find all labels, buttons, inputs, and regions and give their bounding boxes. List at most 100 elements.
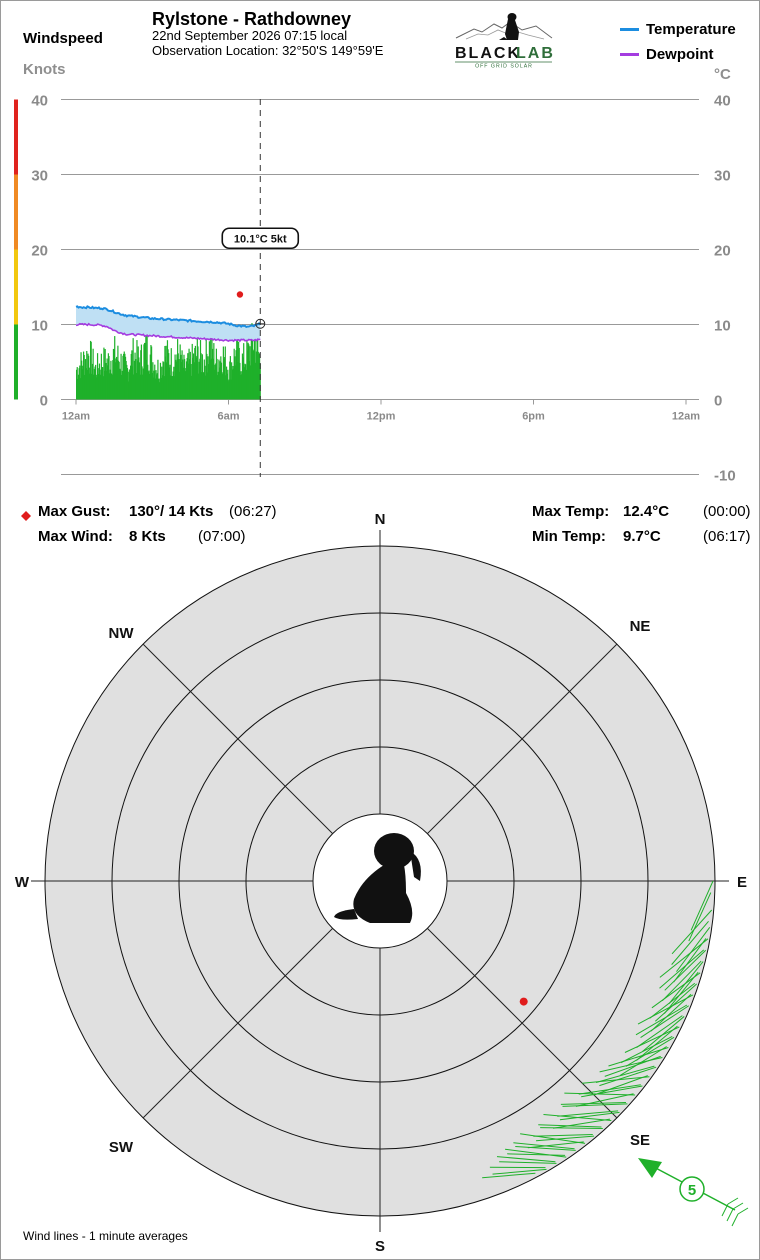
wind-bar (247, 342, 249, 400)
max-temp-label: Max Temp: (532, 503, 610, 520)
wind-bar (180, 362, 183, 400)
wind-bar (106, 358, 108, 400)
wind-bar (245, 364, 247, 400)
wind-bar (97, 368, 99, 400)
wind-bar (211, 333, 213, 400)
logo-tagline: OFF GRID SOLAR (475, 64, 533, 70)
wind-bar (211, 348, 214, 400)
wind-bar (128, 369, 130, 400)
wind-line (595, 1065, 655, 1083)
wind-bar (162, 361, 164, 400)
wind-bar (220, 362, 223, 400)
wind-line (661, 960, 702, 1002)
wind-line (620, 1035, 673, 1064)
arrow-head (638, 1158, 662, 1178)
wind-bar (159, 362, 162, 400)
wind-line (533, 1134, 593, 1137)
wind-bar (90, 341, 92, 400)
wind-bar (160, 377, 162, 400)
wind-bar (180, 354, 182, 400)
wind-line (536, 1135, 595, 1142)
wind-bar (218, 359, 220, 400)
wind-bar (171, 376, 173, 400)
right-axis-tick: 0 (714, 393, 722, 410)
wind-bar (134, 352, 136, 400)
wind-bar (119, 368, 121, 400)
celsius-axis-label: °C (714, 66, 731, 83)
wind-bar (217, 375, 219, 400)
wind-bar (238, 341, 240, 400)
wind-bar (117, 345, 119, 400)
temp-dew-band (76, 306, 261, 341)
wind-bar (243, 343, 245, 400)
wind-bar (151, 372, 153, 400)
wind-bar (170, 375, 172, 400)
wind-bar (236, 339, 238, 400)
wind-bar (158, 378, 160, 400)
wind-line (562, 1103, 628, 1107)
right-axis-tick: -10 (714, 468, 736, 485)
wind-bar (250, 337, 252, 400)
current-temp-marker (255, 318, 266, 329)
wind-bar (96, 377, 98, 400)
wind-bar (107, 365, 109, 400)
wind-line (564, 1092, 636, 1096)
wind-line (520, 1133, 586, 1144)
wind-bar (206, 353, 208, 400)
wind-bar (124, 353, 126, 400)
wind-line (482, 1172, 536, 1179)
wind-bar (130, 353, 132, 400)
wind-bar (147, 371, 150, 400)
blacklab-logo: BLACK LAB OFF GRID SOLAR (455, 13, 553, 70)
wind-bar (141, 366, 143, 400)
windspeed-scale-segment (14, 174, 18, 250)
wind-bar (193, 362, 195, 400)
wind-bar (159, 382, 161, 400)
wind-bar (93, 374, 95, 400)
wind-bar (131, 366, 134, 400)
wind-bar (249, 346, 251, 400)
wind-line (499, 1161, 557, 1164)
wind-bar (214, 364, 216, 400)
wind-bar (246, 350, 249, 400)
wind-bar (231, 369, 233, 400)
wind-bar (111, 374, 113, 400)
left-axis-tick: 20 (31, 243, 48, 260)
date-line: 22nd September 2026 07:15 local (152, 28, 348, 43)
x-axis-tick-label: 6pm (522, 411, 545, 423)
wind-bar (114, 336, 116, 400)
wind-bar (133, 360, 136, 400)
wind-bar (203, 372, 205, 400)
wind-bar (145, 331, 147, 400)
wind-bar (192, 357, 194, 400)
wind-bar (240, 371, 242, 400)
wind-bar (96, 353, 99, 400)
wind-bar (239, 362, 241, 400)
wind-bar (201, 372, 203, 400)
wind-bar (105, 370, 108, 400)
dog-tail (334, 909, 358, 920)
current-speed-value: 5 (688, 1182, 696, 1199)
wind-bar (259, 363, 261, 400)
wind-bar (92, 348, 94, 400)
wind-bar (102, 376, 104, 400)
wind-line (619, 1046, 667, 1076)
wind-line (664, 949, 707, 991)
wind-bar (112, 360, 114, 400)
wind-bar (81, 360, 83, 400)
wind-line (559, 1111, 620, 1121)
wind-bar (135, 373, 137, 400)
wind-line (671, 909, 713, 955)
wind-bar (245, 369, 247, 400)
wind-bar (95, 364, 97, 400)
wind-bar (250, 365, 252, 400)
wind-bar (213, 369, 216, 400)
wind-bar (127, 381, 129, 400)
wind-bar (118, 361, 120, 400)
wind-bar (150, 346, 153, 400)
max-gust-time: (06:27) (229, 503, 277, 520)
max-gust-value: 130°/ 14 Kts (129, 503, 214, 520)
wind-bar (148, 370, 150, 400)
wind-line (496, 1156, 556, 1163)
